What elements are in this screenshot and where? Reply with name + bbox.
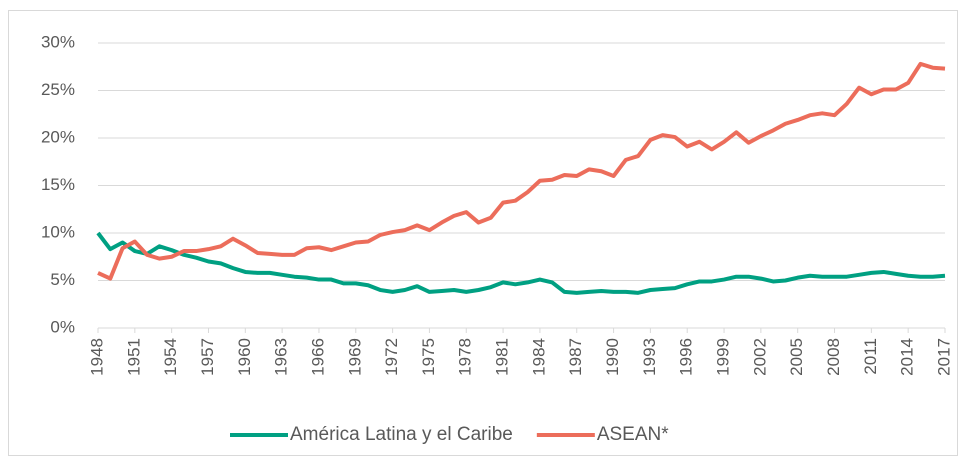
x-tick-label: 1975 [419,338,438,376]
x-tick-label: 1996 [677,338,696,376]
x-tick-label: 2002 [750,338,769,376]
x-tick-label: 2014 [898,338,917,376]
legend: América Latina y el Caribe ASEAN* [230,424,669,445]
x-tick-label: 1972 [382,338,401,376]
x-tick-label: 2008 [824,338,843,376]
x-tick-label: 1954 [161,338,180,376]
x-tick-label: 1966 [308,338,327,376]
x-tick-label: 1999 [714,338,733,376]
line-series [97,61,946,281]
y-tick-label: 15% [41,175,75,194]
x-tick-label: 1969 [345,338,364,376]
x-tick-label: 1981 [493,338,512,376]
x-tick-label: 1951 [124,338,143,376]
x-tick-label: 1978 [456,338,475,376]
y-tick-label: 5% [50,270,75,289]
x-tick-label: 2011 [861,338,880,375]
x-tick-label: 1987 [566,338,585,376]
x-tick-label: 2005 [787,338,806,376]
x-tick-label: 1960 [235,338,254,376]
y-tick-label: 20% [41,127,75,146]
y-tick-label: 25% [41,80,75,99]
legend-label: ASEAN* [597,424,669,445]
x-tick-label: 1963 [272,338,291,376]
line-series [96,231,946,295]
y-tick-label: 0% [50,317,75,336]
x-tick-label: 1993 [640,338,659,376]
x-tick-label: 1948 [87,338,106,376]
x-tick-label: 1984 [529,338,548,376]
y-tick-label: 10% [41,222,75,241]
legend-label: América Latina y el Caribe [290,424,513,445]
x-tick-label: 1957 [198,338,217,376]
x-tick-label: 2017 [934,338,953,376]
y-tick-label: 30% [41,32,75,51]
x-tick-label: 1990 [603,338,622,376]
